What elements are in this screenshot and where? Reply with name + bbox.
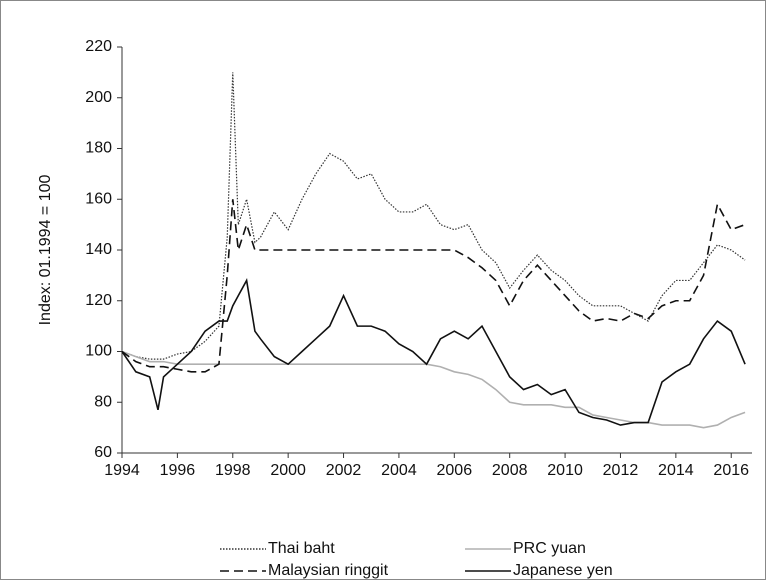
y-tick-label: 120 [85, 292, 112, 309]
x-tick-label: 2008 [492, 462, 528, 479]
y-tick-label: 100 [85, 343, 112, 360]
x-tick-label: 1996 [160, 462, 196, 479]
y-tick-label: 140 [85, 241, 112, 258]
x-tick-label: 2016 [713, 462, 749, 479]
y-tick-label: 180 [85, 140, 112, 157]
x-tick-label: 2000 [270, 462, 306, 479]
series-line [121, 278, 746, 426]
x-tick-label: 2006 [437, 462, 473, 479]
y-tick-label: 220 [85, 38, 112, 55]
x-tick-label: 2010 [547, 462, 583, 479]
series-line [121, 72, 746, 360]
legend-label: Malaysian ringgit [268, 562, 389, 579]
x-tick-label: 2002 [326, 462, 362, 479]
y-tick-label: 60 [94, 444, 112, 461]
x-tick-label: 2004 [381, 462, 417, 479]
x-tick-label: 2012 [603, 462, 639, 479]
x-tick-label: 2014 [658, 462, 694, 479]
legend-label: PRC yuan [513, 540, 586, 557]
series-line [121, 350, 746, 429]
x-tick-label: 1994 [104, 462, 140, 479]
legend-label: Thai baht [268, 540, 335, 557]
x-tick-label: 1998 [215, 462, 251, 479]
legend-label: Japanese yen [513, 562, 613, 579]
y-axis-label: Index: 01.1994 = 100 [37, 175, 54, 326]
series-line [121, 199, 746, 373]
y-tick-label: 160 [85, 190, 112, 207]
y-tick-label: 200 [85, 89, 112, 106]
y-tick-label: 80 [94, 393, 112, 410]
